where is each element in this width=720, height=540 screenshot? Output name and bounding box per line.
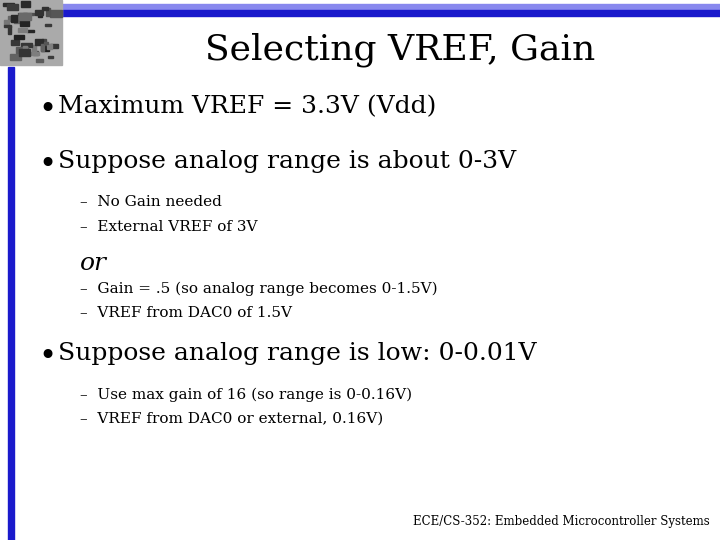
- Bar: [45, 24, 51, 26]
- Text: ECE/CS-352: Embedded Microcontroller Systems: ECE/CS-352: Embedded Microcontroller Sys…: [413, 515, 710, 528]
- Bar: [36, 59, 43, 62]
- Bar: [32, 51, 38, 55]
- Bar: [19, 13, 30, 20]
- Bar: [4, 21, 9, 25]
- Bar: [19, 49, 30, 56]
- Bar: [4, 25, 12, 27]
- Bar: [10, 54, 21, 59]
- Bar: [14, 36, 24, 39]
- Bar: [3, 3, 14, 6]
- Bar: [45, 8, 50, 16]
- Bar: [23, 13, 34, 15]
- Bar: [23, 46, 27, 50]
- Bar: [29, 52, 40, 55]
- Bar: [35, 39, 42, 45]
- Bar: [44, 42, 48, 44]
- Bar: [11, 15, 17, 22]
- Bar: [6, 4, 18, 10]
- Bar: [62, 10, 720, 16]
- Bar: [41, 46, 49, 51]
- Bar: [8, 16, 18, 21]
- Bar: [8, 26, 12, 34]
- Bar: [62, 4, 720, 10]
- Text: Suppose analog range is about 0-3V: Suppose analog range is about 0-3V: [58, 150, 516, 173]
- Text: Selecting VREF, Gain: Selecting VREF, Gain: [205, 33, 595, 68]
- Text: Maximum VREF = 3.3V (Vdd): Maximum VREF = 3.3V (Vdd): [58, 95, 436, 118]
- Bar: [50, 44, 58, 48]
- Bar: [27, 30, 34, 32]
- Bar: [14, 20, 24, 23]
- Bar: [50, 10, 62, 17]
- Bar: [48, 56, 53, 58]
- Bar: [35, 10, 43, 15]
- Text: –  VREF from DAC0 or external, 0.16V): – VREF from DAC0 or external, 0.16V): [80, 412, 383, 426]
- Bar: [21, 1, 30, 7]
- Text: –  No Gain needed: – No Gain needed: [80, 195, 222, 209]
- Bar: [12, 40, 19, 45]
- Bar: [42, 8, 48, 10]
- Bar: [17, 46, 28, 53]
- Bar: [20, 21, 29, 26]
- Text: •: •: [38, 95, 56, 126]
- Text: –  External VREF of 3V: – External VREF of 3V: [80, 220, 258, 234]
- Text: –  VREF from DAC0 of 1.5V: – VREF from DAC0 of 1.5V: [80, 306, 292, 320]
- Text: –  Gain = .5 (so analog range becomes 0-1.5V): – Gain = .5 (so analog range becomes 0-1…: [80, 282, 438, 296]
- Bar: [22, 43, 32, 47]
- Bar: [18, 28, 27, 32]
- Bar: [0, 0, 62, 65]
- Text: •: •: [38, 342, 56, 373]
- Bar: [48, 44, 52, 49]
- Bar: [38, 14, 42, 17]
- Bar: [8, 67, 14, 540]
- Text: Suppose analog range is low: 0-0.01V: Suppose analog range is low: 0-0.01V: [58, 342, 536, 365]
- Text: or: or: [80, 252, 107, 275]
- Text: •: •: [38, 150, 56, 181]
- Bar: [18, 12, 27, 20]
- Bar: [32, 45, 36, 53]
- Bar: [42, 39, 46, 45]
- Bar: [40, 44, 44, 51]
- Text: –  Use max gain of 16 (so range is 0-0.16V): – Use max gain of 16 (so range is 0-0.16…: [80, 388, 412, 402]
